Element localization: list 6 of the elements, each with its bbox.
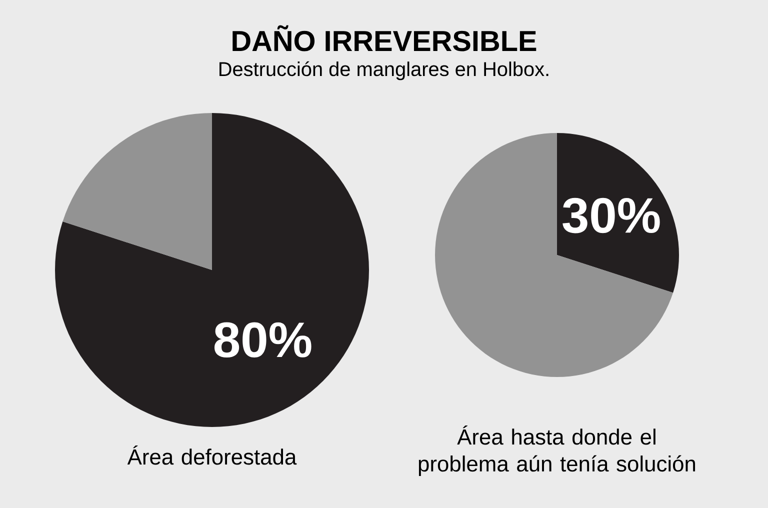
text: Área deforestada: [127, 446, 297, 465]
chart-subtitle: Destrucción de manglares en Holbox.: [220, 61, 548, 80]
data-label: 80%: [214, 322, 312, 358]
data-label: 30%: [562, 198, 660, 234]
chart-title: DAÑO IRREVERSIBLE: [232, 25, 536, 52]
text: Área hasta donde el problema aún tenía solución: [418, 426, 696, 476]
